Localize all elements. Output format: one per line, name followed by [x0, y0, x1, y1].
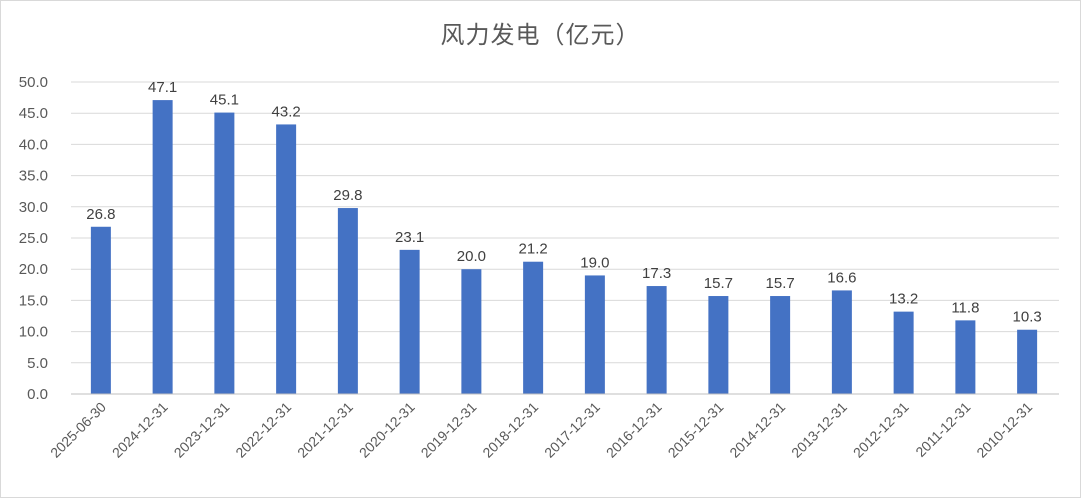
- bar: [584, 275, 605, 394]
- x-tick-label: 2024-12-31: [109, 399, 171, 461]
- data-label: 26.8: [86, 206, 115, 223]
- bar: [770, 296, 791, 394]
- bar: [646, 286, 667, 394]
- chart-title: 风力发电（亿元）: [440, 21, 641, 49]
- bar: [276, 124, 297, 394]
- bar: [831, 290, 852, 394]
- x-tick-label: 2018-12-31: [479, 399, 541, 461]
- data-label: 23.1: [395, 229, 424, 246]
- data-label: 16.6: [827, 269, 856, 286]
- x-tick-label: 2015-12-31: [665, 399, 727, 461]
- x-tick-label: 2010-12-31: [973, 399, 1035, 461]
- y-tick-label: 35.0: [19, 168, 48, 185]
- bar: [523, 261, 544, 394]
- x-tick-label: 2011-12-31: [912, 399, 973, 460]
- data-label: 19.0: [580, 254, 609, 271]
- y-tick-label: 50.0: [19, 74, 48, 91]
- data-label: 17.3: [642, 265, 671, 282]
- bars: [90, 100, 1038, 395]
- y-tick-label: 45.0: [19, 105, 48, 122]
- data-label: 11.8: [951, 299, 979, 316]
- y-tick-label: 5.0: [27, 355, 48, 372]
- bar: [1017, 329, 1038, 394]
- data-label: 20.0: [457, 248, 486, 265]
- x-tick-label: 2012-12-31: [850, 399, 912, 461]
- bar: [955, 320, 976, 394]
- data-labels: 26.8 47.1 45.1 43.2 29.8 23.1 20.0 21.2 19.0 17.3…: [86, 79, 1041, 326]
- data-label: 43.2: [272, 103, 301, 120]
- y-tick-label: 10.0: [19, 324, 48, 341]
- data-label: 47.1: [148, 79, 177, 96]
- y-tick-label: 25.0: [19, 230, 48, 247]
- bar: [214, 112, 235, 395]
- x-tick-label: 2019-12-31: [418, 399, 480, 461]
- data-label: 15.7: [704, 275, 733, 292]
- bar: [461, 269, 482, 394]
- x-tick-label: 2013-12-31: [788, 399, 850, 461]
- y-tick-label: 0.0: [27, 386, 48, 403]
- y-tick-label: 30.0: [19, 199, 48, 216]
- x-axis: 2025-06-30 2024-12-31 2023-12-31 2022-12-31…: [47, 393, 1059, 461]
- data-label: 45.1: [210, 92, 239, 109]
- x-tick-label: 2025-06-30: [47, 399, 109, 461]
- x-tick-label: 2016-12-31: [603, 399, 665, 461]
- x-tick-label: 2023-12-31: [171, 399, 233, 461]
- bar: [399, 249, 420, 394]
- bar: [337, 208, 358, 394]
- x-tick-label: 2021-12-31: [294, 399, 356, 461]
- y-tick-label: 15.0: [19, 292, 48, 309]
- x-tick-label: 2014-12-31: [726, 399, 788, 461]
- data-label: 15.7: [766, 275, 795, 292]
- bar: [152, 100, 173, 394]
- x-tick-label: 2020-12-31: [356, 399, 418, 461]
- gridlines: [71, 81, 1059, 364]
- bar: [90, 226, 111, 394]
- y-axis: 0.0 5.0 10.0 15.0 20.0 25.0 30.0 35.0 40.0 45.0 50…: [19, 74, 48, 403]
- data-label: 21.2: [519, 241, 548, 258]
- x-tick-label: 2017-12-31: [541, 399, 603, 461]
- data-label: 13.2: [889, 291, 918, 308]
- y-tick-label: 40.0: [19, 136, 48, 153]
- data-label: 10.3: [1013, 309, 1042, 326]
- y-tick-label: 20.0: [19, 261, 48, 278]
- data-label: 29.8: [333, 187, 362, 204]
- bar: [708, 296, 729, 394]
- bar: [893, 311, 914, 394]
- x-tick-label: 2022-12-31: [232, 399, 294, 461]
